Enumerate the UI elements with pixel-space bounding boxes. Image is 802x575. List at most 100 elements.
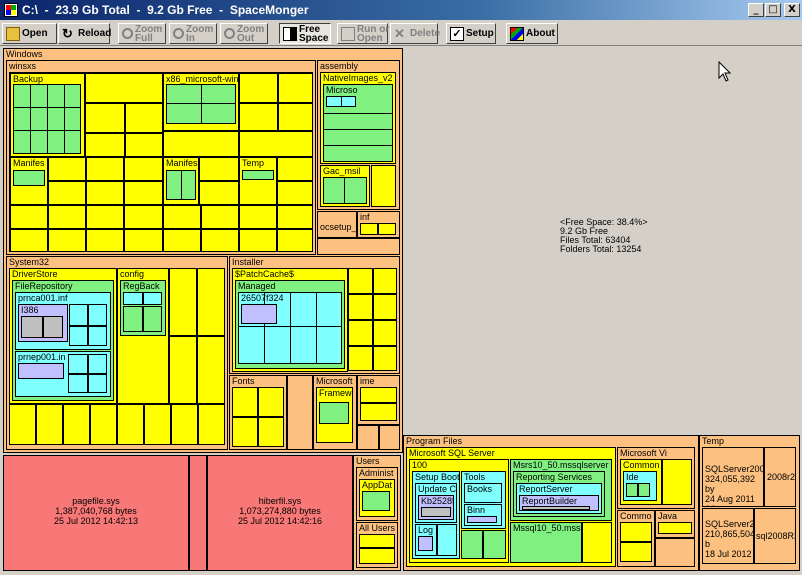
folder-ide[interactable]: Ide: [623, 471, 657, 501]
folder-x86-microsoft-win[interactable]: x86_microsoft-win: [163, 73, 239, 131]
folder-microsoft-asm[interactable]: Microso: [323, 84, 393, 162]
folder-mssql[interactable]: Microsoft SQL Server 100 Setup Boot Upda…: [406, 447, 616, 567]
about-button[interactable]: About: [506, 23, 558, 44]
file-sql2008r2[interactable]: sql2008R2: [754, 508, 796, 564]
free-space-button[interactable]: Free Space: [279, 23, 331, 44]
folder-reportserver[interactable]: ReportServer ReportBuilder: [516, 483, 602, 514]
free-space-area[interactable]: [403, 48, 800, 434]
minimize-button[interactable]: _: [748, 3, 764, 17]
folder-manifests-2[interactable]: Manifes: [163, 157, 199, 205]
file-block: [69, 326, 88, 346]
file-block: [371, 165, 396, 207]
file-block: [239, 131, 312, 157]
folder-users[interactable]: Users Administ AppDat All Users: [353, 455, 401, 571]
folder-temp-root[interactable]: Temp SQLServer200 324,055,392 by 24 Aug …: [699, 435, 800, 571]
file-block: [85, 103, 125, 133]
file-block: [360, 403, 397, 421]
folder-reporting-services[interactable]: Reporting Services ReportServer ReportBu…: [513, 471, 605, 517]
folder-mssql10[interactable]: Mssql10_50.mssq: [510, 522, 582, 563]
folder-100[interactable]: 100 Setup Boot Update Ca Kb25285 Log: [409, 459, 509, 563]
file-block: [86, 181, 124, 205]
hiberfil-size: 1,073,274,880 bytes: [239, 506, 321, 516]
folder-i386[interactable]: I386: [18, 304, 68, 342]
file-block: [88, 304, 107, 326]
file-block: [278, 73, 312, 103]
folder-books[interactable]: Books: [464, 483, 502, 503]
file-block: [189, 455, 207, 571]
folder-filerepository[interactable]: FileRepository prnca001.inf I386: [12, 280, 114, 401]
file-sqlserver-1[interactable]: SQLServer200 324,055,392 by 24 Aug 2011 …: [702, 447, 764, 507]
reload-button[interactable]: ↻ Reload: [58, 23, 111, 44]
close-button[interactable]: X: [784, 3, 800, 17]
folder-installer[interactable]: Installer $PatchCache$ Managed 26507f324: [229, 256, 400, 374]
folder-guid[interactable]: 26507f324: [238, 292, 342, 364]
folder-inf[interactable]: inf: [357, 211, 400, 238]
open-button[interactable]: Open: [2, 23, 57, 44]
folder-msrs10[interactable]: Msrs10_50.mssqlserver Reporting Services…: [510, 459, 612, 521]
file-hiberfil[interactable]: hiberfil.sys 1,073,274,880 bytes 25 Jul …: [207, 455, 353, 571]
folder-backup[interactable]: Backup: [10, 73, 85, 157]
folder-temp[interactable]: Temp: [239, 157, 277, 205]
folder-native-images[interactable]: NativeImages_v2 Microso: [320, 72, 396, 164]
folder-framework[interactable]: Framewo: [316, 387, 353, 443]
folder-tools[interactable]: Tools Books Binn: [461, 471, 506, 529]
checkbox-icon: ✓: [450, 26, 464, 41]
file-block: [378, 223, 396, 235]
folder-patchcache[interactable]: $PatchCache$ Managed 26507f324: [232, 268, 348, 372]
folder-program-files[interactable]: Program Files Microsoft SQL Server 100 S…: [403, 435, 699, 571]
file-block: [124, 205, 163, 229]
folder-all-users[interactable]: All Users: [356, 522, 398, 568]
folder-reportbuilder[interactable]: ReportBuilder: [519, 495, 599, 511]
folder-gac-msil[interactable]: Gac_msil: [320, 165, 370, 207]
file-block: [277, 205, 312, 229]
app-icon[interactable]: [4, 3, 18, 17]
file-block: [124, 181, 163, 205]
delete-button[interactable]: ✕ Delete: [390, 23, 440, 44]
file-block: [48, 229, 86, 251]
run-or-open-button[interactable]: Run or Open: [337, 23, 389, 44]
folder-kb[interactable]: Kb25285: [418, 495, 454, 520]
zoom-out-button[interactable]: Zoom Out: [220, 23, 268, 44]
folder-ocsetup[interactable]: ocsetup_: [317, 211, 357, 238]
folder-fonts[interactable]: Fonts: [229, 375, 287, 450]
file-block: [21, 316, 43, 338]
folder-system32[interactable]: System32 DriverStore FileRepository prnc…: [6, 256, 228, 450]
folder-assembly[interactable]: assembly NativeImages_v2 Microso Gac_msi…: [317, 60, 400, 210]
folder-config[interactable]: config RegBack: [117, 268, 169, 404]
folder-regback[interactable]: RegBack: [120, 280, 166, 336]
folder-microsoft-net[interactable]: Microsoft Framewo: [313, 375, 357, 450]
file-2008r2[interactable]: 2008r2: [764, 447, 796, 507]
folder-setup-boot[interactable]: Setup Boot Update Ca Kb25285 Log: [412, 471, 460, 559]
file-block: [437, 524, 457, 556]
folder-ime[interactable]: ime: [357, 375, 400, 425]
folder-manifests[interactable]: Manifes: [10, 157, 48, 205]
folder-appdata[interactable]: AppDat: [359, 479, 395, 517]
folder-windows[interactable]: Windows winsxs Backup x86_microsoft-win: [3, 48, 403, 453]
folder-update-cache[interactable]: Update Ca Kb25285: [415, 483, 457, 523]
folder-binn[interactable]: Binn: [464, 504, 502, 526]
file-sqlserver-2[interactable]: SQLServer20 210,865,504 b 18 Jul 2012 1: [702, 508, 754, 564]
mouse-cursor: [718, 61, 732, 82]
title-bar: C:\ - 23.9 Gb Total - 9.2 Gb Free - Spac…: [0, 0, 802, 20]
file-block: [467, 516, 497, 523]
folder-driverstore[interactable]: DriverStore FileRepository prnca001.inf …: [9, 268, 117, 404]
folder-microsoft-vi[interactable]: Microsoft Vi Common Ide: [617, 447, 695, 509]
folder-prnep001[interactable]: prnep001.in: [15, 351, 111, 397]
reload-icon: ↻: [62, 25, 73, 41]
zoom-in-button[interactable]: Zoom In: [169, 23, 217, 44]
file-block: [197, 268, 225, 336]
maximize-button[interactable]: □: [765, 3, 781, 17]
folder-java[interactable]: Java: [655, 510, 695, 538]
folder-managed[interactable]: Managed 26507f324: [235, 280, 345, 369]
folder-prnca001[interactable]: prnca001.inf I386: [15, 292, 111, 350]
folder-winsxs[interactable]: winsxs Backup x86_microsoft-win: [6, 60, 316, 255]
zoom-full-button[interactable]: Zoom Full: [118, 23, 166, 44]
x86-items: [166, 84, 236, 124]
folder-administrator[interactable]: Administ AppDat: [356, 467, 398, 521]
folder-common-2[interactable]: Commo: [617, 510, 655, 567]
file-block: [239, 103, 278, 131]
folder-common[interactable]: Common Ide: [620, 459, 662, 505]
folder-log[interactable]: Log: [415, 524, 437, 556]
file-pagefile[interactable]: pagefile.sys 1,387,040,768 bytes 25 Jul …: [3, 455, 189, 571]
setup-button[interactable]: ✓ Setup: [446, 23, 496, 44]
